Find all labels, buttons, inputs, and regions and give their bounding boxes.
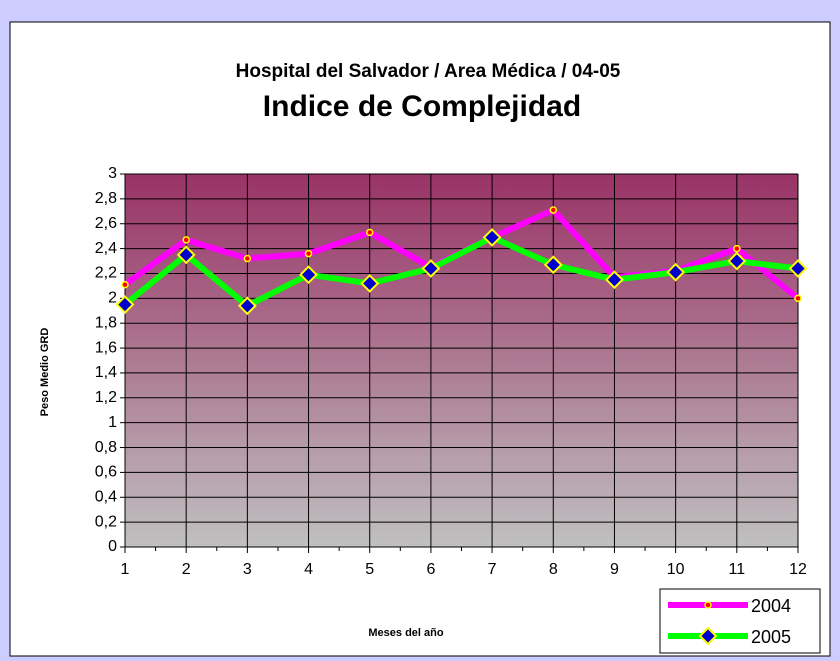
chart-subtitle: Indice de Complejidad <box>263 90 581 123</box>
y-tick-label: 2,8 <box>95 190 117 207</box>
y-tick-label: 0,6 <box>95 464 117 481</box>
y-tick-label: 1,6 <box>95 339 117 356</box>
y-tick-label: 0 <box>108 538 117 555</box>
marker <box>543 255 563 275</box>
x-tick-label: 9 <box>610 561 619 578</box>
marker <box>237 296 257 316</box>
x-tick-label: 10 <box>667 561 685 578</box>
chart-title: Hospital del Salvador / Area Médica / 04… <box>236 61 621 82</box>
marker <box>299 265 318 285</box>
x-tick-label: 1 <box>121 561 130 578</box>
marker <box>360 273 380 293</box>
x-tick-label: 5 <box>365 561 374 578</box>
marker <box>727 251 747 271</box>
y-tick-label: 0,8 <box>95 439 117 456</box>
x-tick-label: 4 <box>304 561 313 578</box>
marker <box>182 236 190 244</box>
y-tick-label: 1,4 <box>95 364 117 381</box>
y-axis-label: Peso Medio GRD <box>39 328 51 417</box>
legend-marker <box>698 626 718 646</box>
y-tick-label: 2,2 <box>95 265 117 282</box>
marker <box>605 270 624 290</box>
y-tick-label: 1 <box>108 414 117 431</box>
x-tick-label: 2 <box>182 561 191 578</box>
marker <box>115 295 135 314</box>
legend-label: 2004 <box>751 596 791 616</box>
marker <box>549 206 558 214</box>
y-tick-label: 2,4 <box>95 240 117 257</box>
y-tick-label: 1,2 <box>95 389 117 406</box>
legend-label: 2005 <box>751 627 791 647</box>
x-tick-label: 6 <box>426 561 435 578</box>
marker <box>788 259 808 278</box>
legend <box>659 588 821 654</box>
y-tick-label: 0,4 <box>95 488 117 505</box>
marker <box>176 245 196 265</box>
marker <box>482 227 502 247</box>
marker <box>243 254 252 263</box>
marker <box>365 228 374 237</box>
legend-marker <box>704 601 712 609</box>
x-tick-label: 8 <box>549 561 558 578</box>
y-tick-label: 2 <box>108 290 117 307</box>
x-tick-label: 3 <box>243 561 252 578</box>
y-tick-label: 2,6 <box>95 215 117 232</box>
marker <box>304 249 313 258</box>
x-axis-label: Meses del año <box>368 627 443 639</box>
marker <box>666 262 686 282</box>
x-tick-label: 11 <box>729 561 746 578</box>
marker <box>794 294 802 303</box>
marker <box>121 280 129 289</box>
marker <box>421 259 441 278</box>
y-tick-label: 1,8 <box>95 314 117 331</box>
y-tick-label: 3 <box>108 165 117 182</box>
x-tick-label: 7 <box>488 561 497 578</box>
plot-area <box>125 174 798 547</box>
series-line <box>123 234 799 309</box>
marker <box>733 244 741 253</box>
y-tick-label: 0,2 <box>95 513 117 530</box>
x-tick-label: 12 <box>789 561 807 578</box>
